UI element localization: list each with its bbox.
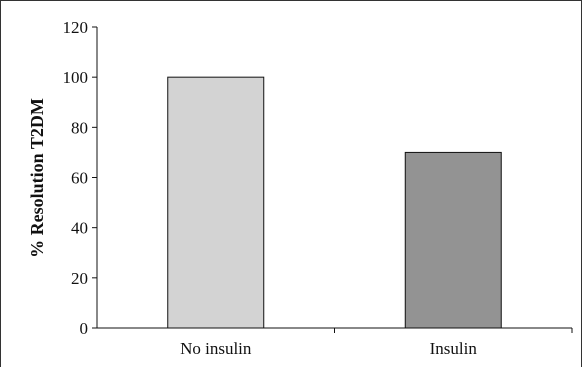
y-tick-label: 60 [71,169,88,188]
y-tick-label: 100 [63,68,89,87]
y-tick-label: 20 [71,269,88,288]
y-tick-label: 0 [80,319,89,338]
x-axis-labels: No insulin Insulin [180,339,477,358]
y-axis-ticks: 0 20 40 60 80 100 120 [63,18,97,338]
x-category-label: Insulin [430,339,478,358]
bar-insulin [404,151,502,329]
y-tick-label: 120 [63,18,89,37]
y-axis-label: % Resolution T2DM [27,98,47,258]
y-tick-label: 40 [71,219,88,238]
x-category-label: No insulin [180,339,252,358]
bars [167,76,502,329]
bar-no-insulin [167,76,265,329]
y-tick-label: 80 [71,118,88,137]
